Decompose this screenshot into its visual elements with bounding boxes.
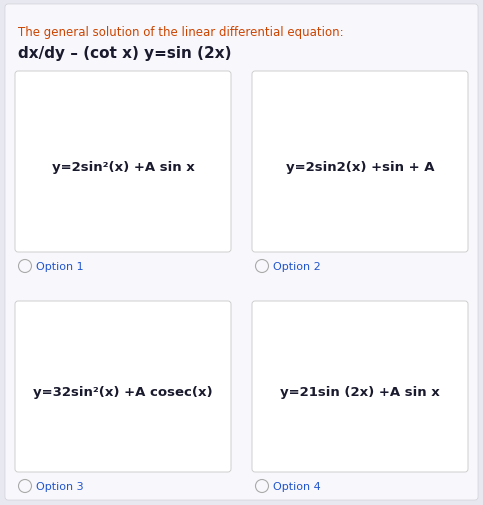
Text: Option 2: Option 2 bbox=[273, 262, 321, 272]
Text: y=2sin2(x) +sin + A: y=2sin2(x) +sin + A bbox=[286, 161, 434, 174]
Text: Option 4: Option 4 bbox=[273, 481, 321, 491]
FancyBboxPatch shape bbox=[252, 72, 468, 252]
Text: Option 1: Option 1 bbox=[36, 262, 84, 272]
FancyBboxPatch shape bbox=[5, 5, 478, 500]
FancyBboxPatch shape bbox=[15, 301, 231, 472]
Text: dx/dy – (cot x) y=sin (2x): dx/dy – (cot x) y=sin (2x) bbox=[18, 46, 231, 61]
Text: The general solution of the linear differential equation:: The general solution of the linear diffe… bbox=[18, 26, 343, 39]
FancyBboxPatch shape bbox=[15, 72, 231, 252]
Text: Option 3: Option 3 bbox=[36, 481, 84, 491]
Text: y=32sin²(x) +A cosec(x): y=32sin²(x) +A cosec(x) bbox=[33, 385, 213, 398]
FancyBboxPatch shape bbox=[252, 301, 468, 472]
Text: y=21sin (2x) +A sin x: y=21sin (2x) +A sin x bbox=[280, 385, 440, 398]
Text: y=2sin²(x) +A sin x: y=2sin²(x) +A sin x bbox=[52, 161, 194, 174]
